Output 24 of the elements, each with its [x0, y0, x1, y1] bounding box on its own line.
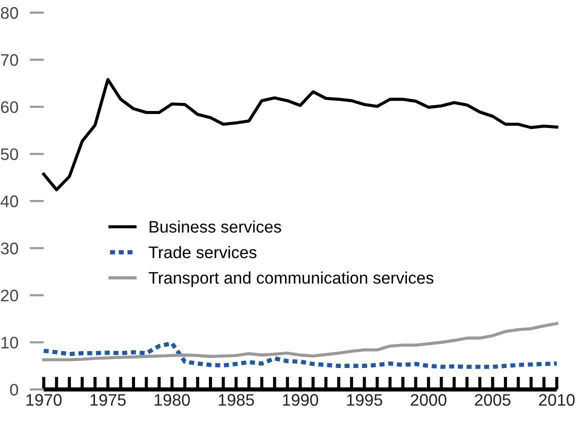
y-tick-label: 70 — [1, 54, 18, 66]
line-series — [42, 322, 558, 362]
x-tick-label: 1975 — [90, 394, 126, 406]
y-tick-label: 0 — [10, 384, 18, 396]
x-tick-label: 1970 — [26, 394, 62, 406]
y-tick-label: 40 — [0, 195, 18, 208]
x-tick-label: 2000 — [410, 394, 446, 406]
legend-label: Trade services — [148, 246, 256, 258]
y-tick-label: 50 — [0, 148, 18, 160]
x-tick-label: 1990 — [282, 394, 318, 406]
x-tick-label: 2005 — [474, 394, 510, 406]
y-tick-label: 10 — [1, 336, 18, 349]
x-tick-label: 1985 — [218, 394, 254, 406]
x-tick-label: 2010 — [539, 394, 575, 406]
y-tick-label: 20 — [1, 290, 18, 302]
y-tick-label: 60 — [1, 101, 18, 114]
line-series — [42, 341, 559, 369]
line-series — [42, 78, 558, 192]
x-tick-label: 1980 — [154, 394, 190, 406]
legend-label: Business services — [150, 220, 282, 233]
y-tick-label: 30 — [0, 242, 18, 254]
legend-label: Transport and communication services — [148, 272, 434, 288]
x-tick-label: 1995 — [347, 394, 382, 406]
y-tick-label: 80 — [0, 7, 18, 19]
